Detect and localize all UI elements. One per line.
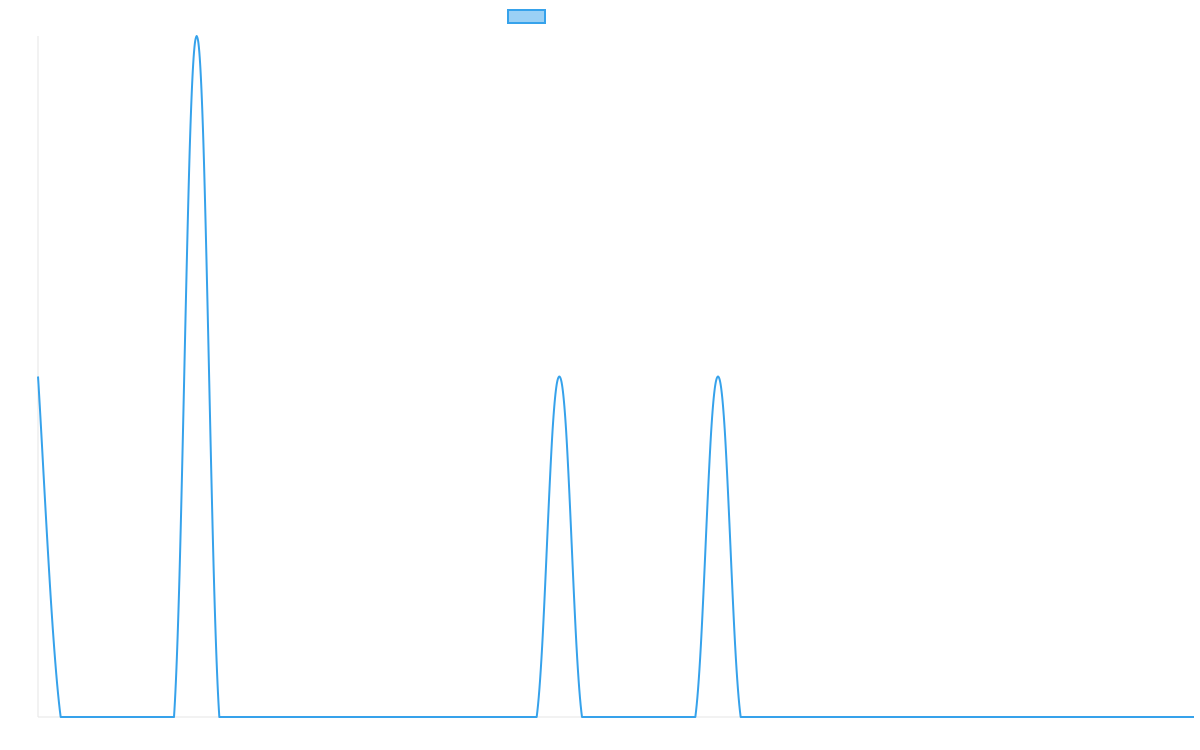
legend-swatch[interactable]	[507, 9, 546, 24]
series-line	[37, 35, 1194, 719]
legend[interactable]	[507, 9, 546, 24]
